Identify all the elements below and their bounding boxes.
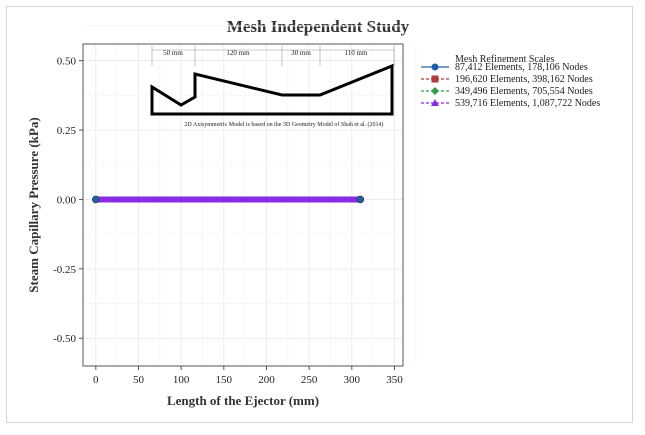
y-tick-label-2: 0.00 [57, 194, 77, 206]
y-tick-label-4: 0.50 [57, 56, 77, 68]
x-tick-label-3: 150 [216, 374, 233, 386]
ejector-outline [150, 63, 394, 116]
legend-title: Mesh Refinement Scales [455, 54, 555, 65]
legend-entry-3: 539,716 Elements, 1,087,722 Nodes [455, 98, 600, 109]
legend-entry-1: 196,620 Elements, 398,162 Nodes [455, 74, 593, 85]
x-tick-label-0: 0 [93, 374, 99, 386]
legend-marker-2 [431, 87, 439, 95]
x-tick-label-4: 200 [258, 374, 275, 386]
inset-dimension-label-3: 30 mm [291, 49, 311, 57]
series-layer [92, 195, 365, 204]
x-tick-label-7: 350 [386, 374, 403, 386]
inset-dimension-label-1: 50 mm [163, 49, 183, 57]
x-tick-label-2: 100 [173, 374, 190, 386]
y-tick-label-1: -0.25 [53, 264, 76, 276]
y-tick-label-0: -0.50 [53, 333, 76, 345]
plot-area [82, 43, 404, 367]
chart-frame [6, 6, 633, 423]
inset-dimension-label-4: 110 mm [345, 49, 368, 57]
inset-dimension-label-2: 120 mm [226, 49, 250, 57]
x-tick-label-1: 50 [133, 374, 145, 386]
legend-entry-0: 87,412 Elements, 178,106 Nodes [455, 62, 588, 73]
legend-marker-1 [431, 75, 439, 83]
legend: Mesh Refinement Scales 87,412 Elements, … [421, 54, 600, 109]
inset-note: 2D Axisymmetric Model is based on the 3D… [184, 121, 383, 128]
axis-ticks: 0 50 100 150 200 250 300 350 -0.50 -0.25 0.00 0.25 0… [53, 56, 403, 386]
legend-marker-3 [431, 99, 439, 106]
series-end-point [356, 195, 365, 204]
x-axis-label: Length of the Ejector (mm) [167, 393, 319, 408]
series-start-point [92, 195, 100, 204]
legend-entry-2: 349,496 Elements, 705,554 Nodes [455, 86, 593, 97]
x-tick-label-5: 250 [301, 374, 318, 386]
y-tick-label-3: 0.25 [57, 125, 77, 137]
legend-marker-0 [431, 63, 439, 71]
y-axis-label: Steam Capillary Pressure (kPa) [26, 117, 41, 292]
x-tick-label-6: 300 [344, 374, 361, 386]
ejector-geometry-inset: 50 mm 120 mm 30 mm 110 mm 2D Axisymmetri… [150, 46, 395, 128]
chart-title: Mesh Independent Study [227, 17, 410, 36]
